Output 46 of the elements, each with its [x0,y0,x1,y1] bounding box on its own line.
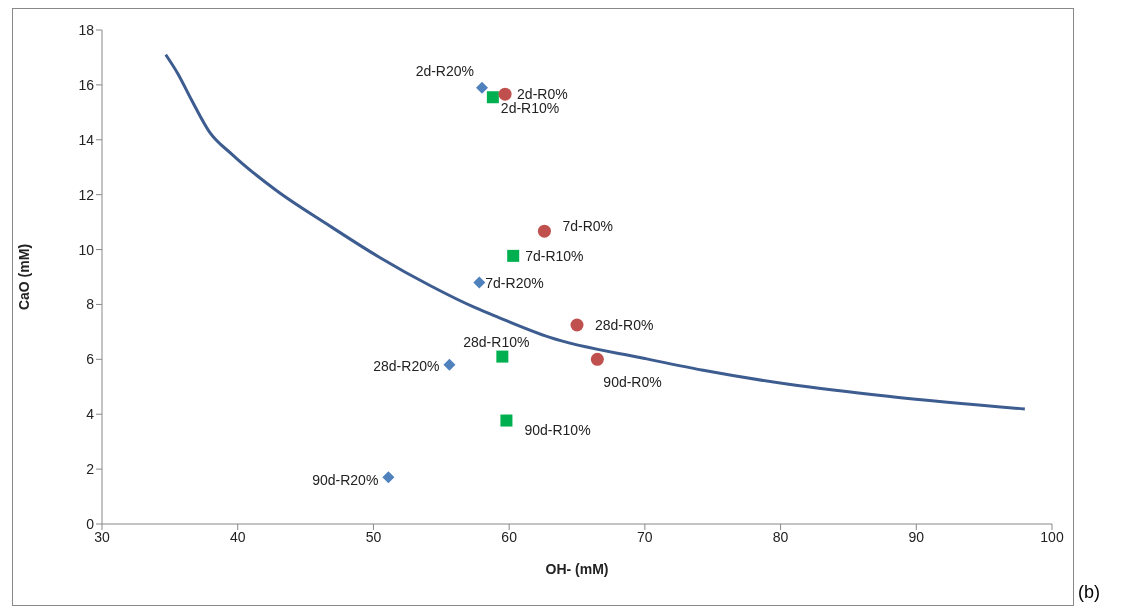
line-series [164,53,1027,411]
data-label: 2d-R0% [517,86,568,103]
data-label: 28d-R0% [595,317,654,334]
data-label: 2d-R10% [500,100,560,117]
y-tick-label: 2 [86,461,95,478]
data-label: 7d-R20% [485,275,544,292]
y-tick-label: 18 [78,21,95,38]
x-tick-label: 50 [365,528,382,545]
y-axis-title: CaO (mM) [15,243,32,311]
y-tick-label: 4 [86,406,95,423]
point [507,249,520,262]
x-tick-label: 70 [637,528,653,545]
data-label: 28d-R20% [373,357,440,374]
y-tick-label: 0 [86,515,95,532]
point [382,471,395,484]
point [443,358,456,371]
point [496,350,509,363]
x-tick-label: 30 [94,528,110,545]
data-label: 90d-R10% [524,421,591,438]
data-label: 90d-R20% [312,472,379,489]
x-tick-label: 90 [908,528,925,545]
point [570,318,584,332]
point [498,87,512,101]
point [500,414,513,427]
data-label: 7d-R10% [525,247,584,264]
data-label: 7d-R0% [562,218,614,235]
point [537,224,551,238]
x-axis-title: OH- (mM) [545,561,609,577]
x-tick-label: 40 [229,528,246,545]
data-label: 2d-R20% [415,62,474,79]
point [590,352,604,366]
y-tick-label: 8 [86,296,95,313]
point [473,276,486,289]
x-tick-label: 80 [772,528,789,545]
point [486,91,499,104]
y-tick-label: 6 [86,351,95,368]
text: (b) [1078,582,1100,603]
x-tick-label: 60 [501,528,518,545]
x-tick-label: 100 [1040,528,1064,545]
y-tick-label: 10 [78,241,95,258]
point [476,81,488,94]
y-tick-label: 12 [78,186,95,203]
y-tick-label: 14 [78,131,95,148]
data-label: 28d-R10% [463,333,530,350]
y-tick-label: 16 [78,76,95,93]
data-label: 90d-R0% [603,374,662,391]
